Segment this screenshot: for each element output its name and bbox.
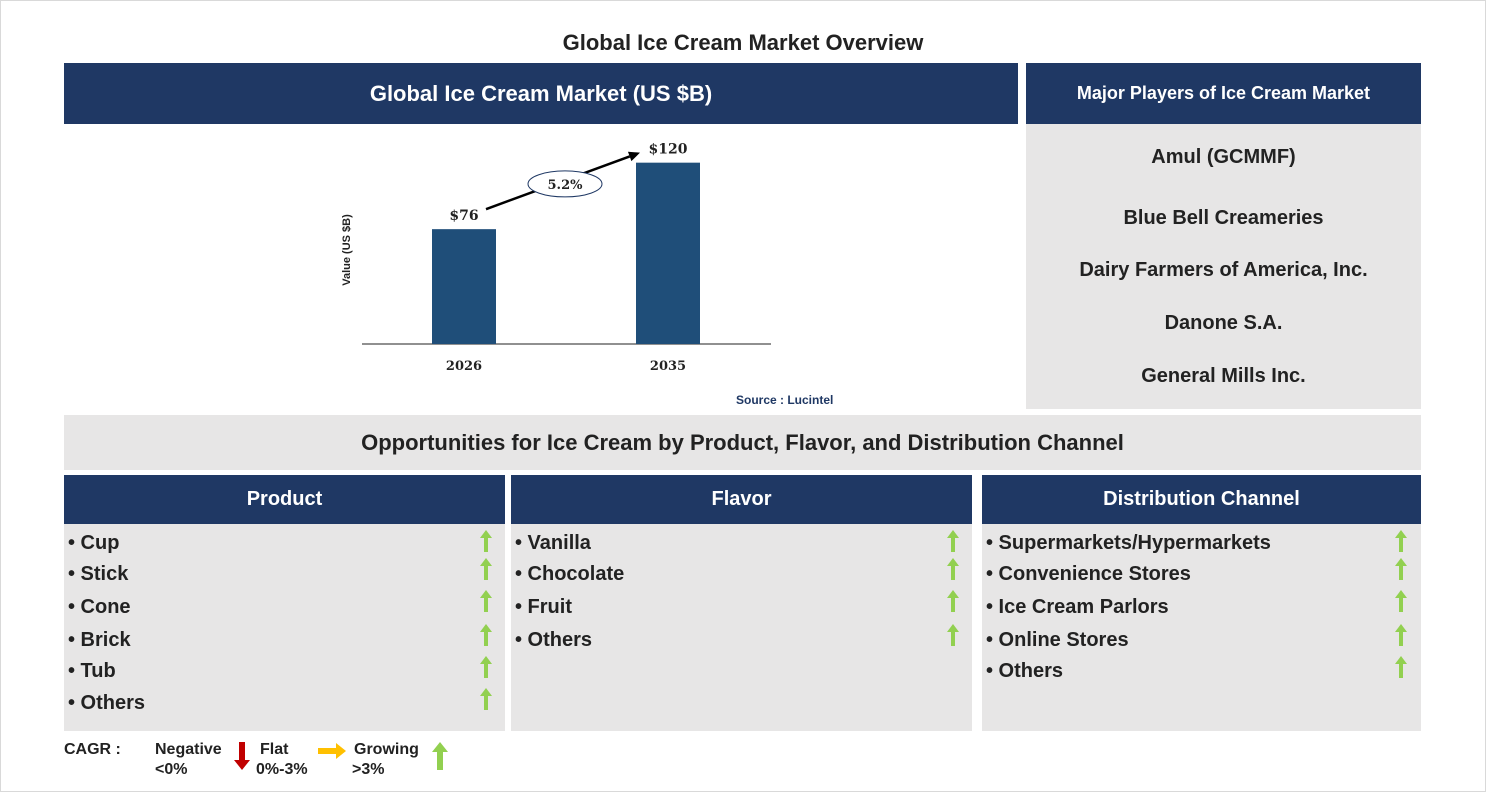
segment-header-product: Product — [64, 475, 505, 524]
legend-growing-range: >3% — [352, 761, 385, 778]
player-item: Amul (GCMMF) — [1151, 146, 1296, 168]
segment-item: • Others — [515, 629, 593, 651]
segment-header-flavor: Flavor — [511, 475, 972, 524]
segment-list-distribution: • Supermarkets/Hypermarkets • Convenienc… — [982, 524, 1421, 731]
data-label-2026: $76 — [449, 208, 478, 224]
growing-arrow-icon — [480, 530, 492, 552]
legend-growing-label: Growing — [354, 741, 419, 758]
segment-list-flavor: • Vanilla • Chocolate • Fruit • Others — [511, 524, 972, 731]
bar-2035 — [636, 162, 700, 344]
growing-arrow-icon — [480, 624, 492, 646]
segment-item: • Supermarkets/Hypermarkets — [986, 532, 1271, 554]
segment-item: • Ice Cream Parlors — [986, 596, 1169, 618]
flat-arrow-icon — [318, 743, 346, 759]
growing-arrow-icon — [947, 558, 959, 580]
player-item: Dairy Farmers of America, Inc. — [1079, 259, 1368, 281]
legend-negative-label: Negative — [155, 741, 222, 758]
growing-arrow-icon — [1395, 624, 1407, 646]
players-list: Amul (GCMMF) Blue Bell Creameries Dairy … — [1026, 124, 1421, 409]
segment-item: • Others — [986, 660, 1064, 682]
segment-item: • Online Stores — [986, 629, 1129, 651]
cagr-value: 5.2% — [548, 178, 584, 193]
cagr-arrow-head — [627, 151, 640, 162]
legend-label: CAGR : — [64, 741, 121, 758]
bar-2026 — [432, 229, 496, 344]
growing-arrow-icon — [1395, 656, 1407, 678]
player-item: Blue Bell Creameries — [1123, 207, 1324, 229]
opportunities-banner: Opportunities for Ice Cream by Product, … — [64, 415, 1421, 470]
x-tick-2035: 2035 — [650, 359, 686, 374]
growing-arrow-icon — [1395, 590, 1407, 612]
legend-flat-range: 0%-3% — [256, 761, 308, 778]
segment-item: • Stick — [68, 563, 129, 585]
segment-item: • Fruit — [515, 596, 572, 618]
x-tick-2026: 2026 — [446, 359, 482, 374]
page-title: Global Ice Cream Market Overview — [562, 30, 924, 55]
cagr-bubble — [527, 170, 603, 198]
growing-arrow-icon — [432, 742, 448, 770]
negative-arrow-icon — [234, 742, 250, 770]
players-header: Major Players of Ice Cream Market — [1026, 63, 1421, 124]
cagr-annotation: 5.2% — [485, 151, 640, 211]
chart-header: Global Ice Cream Market (US $B) — [64, 63, 1018, 124]
segment-item: • Convenience Stores — [986, 563, 1191, 585]
segment-list-product: • Cup • Stick • Cone • Brick • Tub • Oth… — [64, 524, 505, 731]
player-item: General Mills Inc. — [1141, 365, 1306, 387]
growing-arrow-icon — [1395, 558, 1407, 580]
growing-arrow-icon — [480, 590, 492, 612]
player-item: Danone S.A. — [1164, 312, 1283, 334]
legend-flat-label: Flat — [260, 741, 289, 758]
segment-header-distribution: Distribution Channel — [982, 475, 1421, 524]
segment-item: • Chocolate — [515, 563, 625, 585]
growing-arrow-icon — [480, 688, 492, 710]
growing-arrow-icon — [947, 624, 959, 646]
legend-negative: Negative <0% — [155, 740, 222, 780]
source-note: Source : Lucintel — [736, 393, 834, 407]
growing-arrow-icon — [947, 530, 959, 552]
segment-item: • Vanilla — [515, 532, 591, 554]
legend-growing: Growing >3% — [352, 740, 419, 780]
legend-negative-range: <0% — [155, 761, 188, 778]
growing-arrow-icon — [480, 656, 492, 678]
segment-item: • Cup — [68, 532, 120, 554]
segment-item: • Cone — [68, 596, 131, 618]
legend-flat: Flat 0%-3% — [256, 740, 308, 780]
growing-arrow-icon — [947, 590, 959, 612]
market-bar-chart: Value (US $B) $76 2026 $120 2035 5.2% — [341, 142, 771, 374]
growing-arrow-icon — [1395, 530, 1407, 552]
y-axis-label: Value (US $B) — [341, 214, 353, 286]
segment-item: • Others — [68, 692, 146, 714]
data-label-2035: $120 — [649, 142, 688, 158]
segment-item: • Brick — [68, 629, 131, 651]
segment-item: • Tub — [68, 660, 116, 682]
growing-arrow-icon — [480, 558, 492, 580]
